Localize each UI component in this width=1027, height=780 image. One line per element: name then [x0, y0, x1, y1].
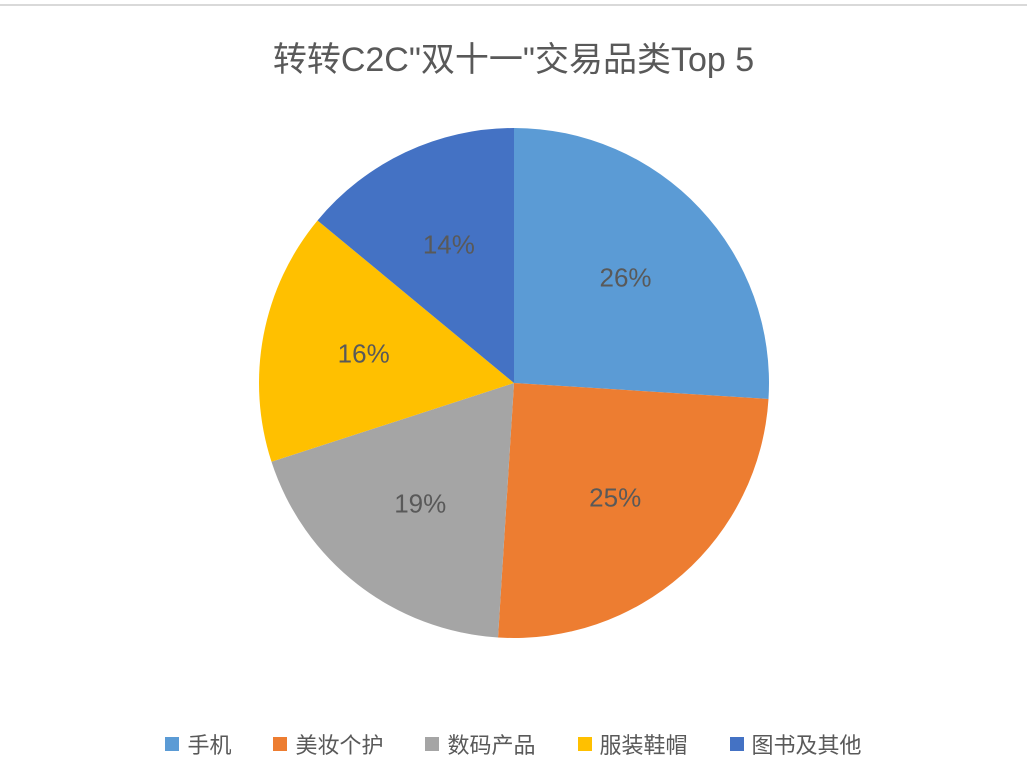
legend-label: 图书及其他 [752, 728, 862, 760]
legend-label: 手机 [187, 728, 231, 760]
slice-label: 26% [600, 263, 652, 294]
slice-label: 19% [394, 488, 446, 519]
slice-label: 25% [589, 482, 641, 513]
slice-label: 14% [423, 229, 475, 260]
legend-item: 手机 [165, 728, 231, 760]
legend-item: 美妆个护 [273, 728, 383, 760]
legend-label: 数码产品 [447, 728, 535, 760]
pie-chart: 转转C2C"双十一"交易品类Top 5 26% 25% 19% 16% 14% 手机 美妆… [0, 0, 1027, 780]
legend-swatch [165, 737, 179, 751]
legend-item: 图书及其他 [730, 728, 862, 760]
slice-label: 16% [338, 339, 390, 370]
legend-swatch [578, 737, 592, 751]
legend-label: 美妆个护 [295, 728, 383, 760]
legend-swatch [425, 737, 439, 751]
legend-swatch [730, 737, 744, 751]
legend-item: 服装鞋帽 [578, 728, 688, 760]
legend-item: 数码产品 [425, 728, 535, 760]
legend: 手机 美妆个护 数码产品 服装鞋帽 图书及其他 [0, 728, 1027, 760]
chart-title: 转转C2C"双十一"交易品类Top 5 [0, 32, 1027, 81]
legend-swatch [273, 737, 287, 751]
legend-label: 服装鞋帽 [600, 728, 688, 760]
pie-svg [259, 128, 769, 638]
